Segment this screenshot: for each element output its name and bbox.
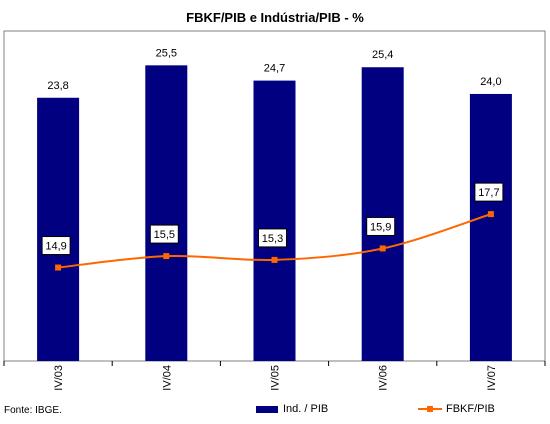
line-label-0: 14,9: [45, 241, 66, 253]
line-label-box-1: [149, 224, 179, 244]
line-point-0: [55, 264, 62, 271]
line-point-4: [487, 211, 494, 218]
bar-3: [361, 67, 404, 362]
line-label-box-4: [474, 182, 504, 202]
x-tick-label-0: IV/03: [53, 365, 65, 391]
bars-layer: [37, 65, 512, 362]
bar-label-3: 25,4: [372, 49, 393, 61]
x-tick-label-3: IV/06: [378, 365, 390, 391]
line-label-box-0: [41, 236, 71, 256]
x-axis: IV/03 IV/04 IV/05 IV/06 IV/07: [3, 361, 546, 391]
bar-label-1: 25,5: [156, 47, 177, 59]
source-note: Fonte: IBGE.: [4, 405, 62, 416]
line-label-4: 17,7: [478, 187, 499, 199]
chart-title: FBKF/PIB e Indústria/PIB - %: [186, 10, 364, 25]
line-label-2: 15,3: [262, 233, 283, 245]
x-tick-label-2: IV/05: [270, 365, 282, 391]
bar-2: [253, 80, 296, 362]
line-point-1: [163, 253, 170, 260]
bar-label-4: 24,0: [480, 76, 501, 88]
line-layer: [55, 211, 494, 271]
line-label-1: 15,5: [154, 229, 175, 241]
legend-item-bar-series: Ind. / PIB: [256, 403, 328, 415]
legend-item-line-series: FBKF/PIB: [418, 403, 495, 415]
line-label-box-2: [258, 228, 287, 248]
bar-1: [145, 65, 188, 361]
line-point-2: [271, 256, 278, 263]
bar-label-2: 24,7: [264, 63, 285, 75]
line-label-box-3: [366, 216, 396, 236]
bar-4: [469, 93, 512, 362]
legend-label-line-series: FBKF/PIB: [446, 403, 495, 415]
legend-swatch-bar: [256, 405, 278, 413]
x-tick-label-4: IV/07: [486, 365, 498, 391]
legend-label-bar-series: Ind. / PIB: [283, 403, 329, 415]
bar-0: [37, 97, 80, 362]
line-point-3: [379, 245, 386, 252]
legend-swatch-line: [418, 403, 442, 415]
bar-label-0: 23,8: [47, 80, 68, 92]
x-tick-label-1: IV/04: [161, 365, 173, 391]
labels-layer: 23,8 25,5 24,7 25,4 24,0 14,9 15,5 15,3 15,9 17,7: [41, 47, 504, 256]
line-label-3: 15,9: [370, 221, 391, 233]
